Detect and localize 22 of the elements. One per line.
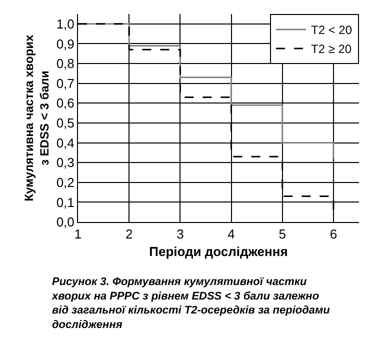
y-tick-label: 0,0 [56, 214, 74, 230]
text: Рисунок 3. Формування кумулятивної частки хворих на РРРС з рівнем EDSS < 3 бали залежно від загальної кількості Т2-осередків за періодами дослідження [51, 276, 330, 331]
y-tick-label: 1,0 [56, 16, 74, 32]
y-tick-label: 0,5 [56, 116, 74, 130]
y-tick-label: 0,3 [56, 155, 74, 170]
x-tick-label: 5 [278, 226, 286, 242]
x-tick-label: 2 [125, 226, 133, 242]
y-tick-label: 0,4 [56, 135, 74, 150]
y-tick-label: 0,6 [56, 96, 74, 111]
x-axis-title: Періоди дослідження [149, 244, 288, 260]
y-axis-title: Кумулятивна частка хворих з EDSS < 3 бали [22, 34, 52, 202]
y-tick-label: 0,7 [56, 76, 74, 91]
y-tick-label: 0,8 [56, 56, 74, 72]
x-tick-label: 3 [176, 226, 184, 242]
legend-label: T2 ≥ 20 [311, 42, 352, 56]
x-tick-label: 4 [228, 226, 235, 242]
x-tick-label: 6 [330, 226, 338, 242]
legend-label: T2 < 20 [311, 23, 352, 38]
x-tick-label: 1 [74, 226, 82, 242]
y-tick-label: 0,9 [56, 36, 74, 52]
y-tick-label: 0,1 [56, 194, 74, 210]
y-tick-label: 0,2 [56, 174, 74, 190]
